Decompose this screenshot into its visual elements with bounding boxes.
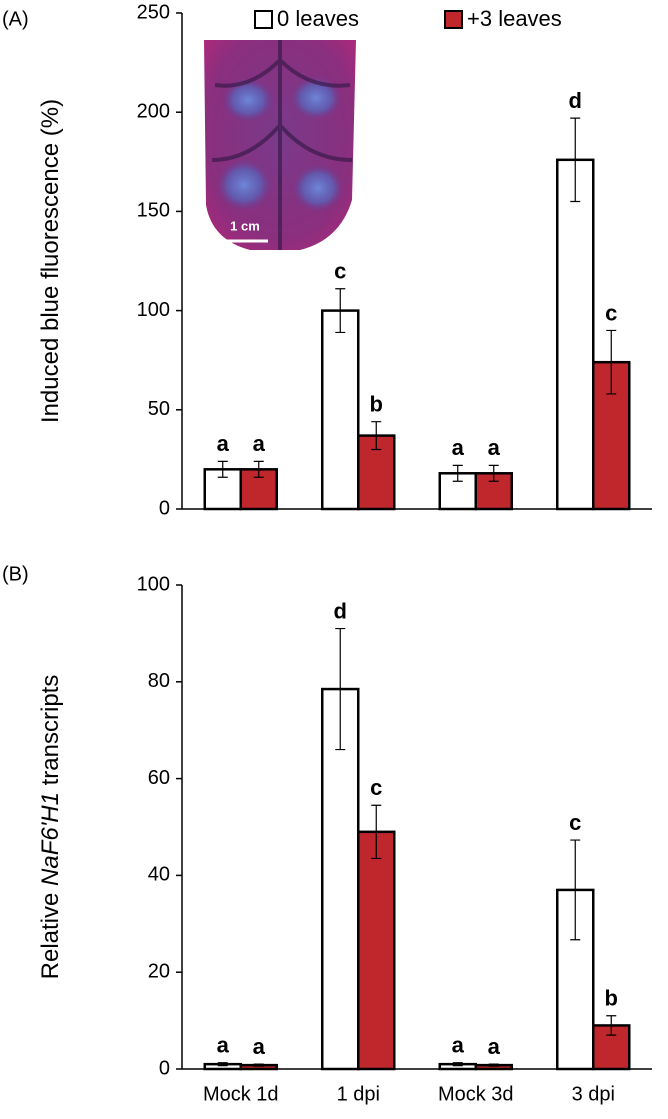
- significance-letter: a: [452, 435, 465, 460]
- error-bar-line: [253, 1063, 264, 1067]
- y-tick-label: 40: [148, 864, 170, 886]
- error-bar-line: [217, 460, 228, 478]
- error-bar: [606, 329, 617, 395]
- error-bar-line: [606, 329, 617, 395]
- y-tick-label: 200: [137, 100, 170, 122]
- error-bar: [217, 460, 228, 478]
- y-axis-label: Induced blue fluorescence (%): [37, 99, 64, 423]
- significance-letter: a: [253, 431, 266, 456]
- legend-swatch: [444, 10, 463, 29]
- y-axis-label-part: NaF6'H1: [37, 792, 64, 886]
- bar: [556, 158, 595, 511]
- error-bar-line: [570, 117, 581, 203]
- y-axis-label-part: transcripts: [37, 675, 64, 792]
- x-tick-label: 1 dpi: [337, 1083, 380, 1105]
- panel-label: (B): [2, 563, 29, 585]
- error-bar: [606, 1015, 617, 1036]
- error-bar-line: [570, 839, 581, 941]
- significance-letter: b: [370, 392, 383, 417]
- error-bar: [570, 839, 581, 941]
- x-tick-label: Mock 1d: [203, 1083, 279, 1105]
- y-axis-label-part: Induced blue fluorescence (%): [37, 99, 64, 423]
- y-axis-label: Relative NaF6'H1 transcripts: [37, 675, 64, 980]
- y-tick-label: 0: [159, 497, 170, 519]
- significance-letter: b: [605, 986, 618, 1011]
- error-bar: [452, 464, 463, 482]
- y-axis-label-part: Relative: [37, 886, 64, 979]
- error-bar-line: [452, 464, 463, 482]
- error-bar-line: [217, 1062, 228, 1067]
- legend-swatch: [254, 10, 273, 29]
- y-tick-label: 250: [137, 1, 170, 23]
- y-tick-label: 150: [137, 200, 170, 222]
- error-bar: [335, 627, 346, 751]
- error-bar-line: [488, 1063, 499, 1067]
- significance-letter: c: [370, 775, 382, 800]
- y-tick-label: 60: [148, 767, 170, 789]
- legend-label: +3 leaves: [467, 6, 562, 31]
- bar: [357, 830, 396, 1071]
- error-bar: [488, 464, 499, 482]
- legend-label: 0 leaves: [277, 6, 359, 31]
- y-tick-label: 100: [137, 573, 170, 595]
- y-tick-label: 50: [148, 398, 170, 420]
- significance-letter: a: [488, 435, 501, 460]
- error-bar-line: [253, 460, 264, 478]
- y-tick-label: 0: [159, 1057, 170, 1079]
- panel-label: (A): [2, 8, 29, 30]
- error-bar: [452, 1062, 463, 1067]
- significance-letter: c: [605, 300, 617, 325]
- significance-letter: a: [217, 1033, 230, 1058]
- error-bar-line: [371, 421, 382, 451]
- inset-photo: 1 cm: [204, 40, 356, 250]
- error-bar-line: [335, 627, 346, 751]
- significance-letter: c: [569, 810, 581, 835]
- bar: [321, 309, 360, 511]
- x-tick-label: 3 dpi: [572, 1083, 615, 1105]
- error-bar: [217, 1062, 228, 1067]
- y-tick-label: 80: [148, 670, 170, 692]
- significance-letter: a: [253, 1034, 266, 1059]
- significance-letter: d: [569, 88, 582, 113]
- x-tick-label: Mock 3d: [438, 1083, 514, 1105]
- y-tick-label: 100: [137, 299, 170, 321]
- significance-letter: a: [452, 1033, 465, 1058]
- error-bar: [570, 117, 581, 203]
- significance-letter: d: [334, 598, 347, 623]
- y-tick-label: 20: [148, 960, 170, 982]
- significance-letter: a: [217, 431, 230, 456]
- error-bar: [371, 804, 382, 860]
- scale-label: 1 cm: [230, 218, 260, 233]
- error-bar-line: [452, 1062, 463, 1067]
- significance-letter: a: [488, 1034, 501, 1059]
- error-bar: [488, 1063, 499, 1067]
- error-bar-line: [488, 464, 499, 482]
- significance-letter: c: [334, 259, 346, 284]
- error-bar-line: [606, 1015, 617, 1036]
- error-bar: [253, 1063, 264, 1067]
- error-bar: [335, 288, 346, 334]
- error-bar-line: [371, 804, 382, 860]
- error-bar: [253, 460, 264, 478]
- error-bar: [371, 421, 382, 451]
- error-bar-line: [335, 288, 346, 334]
